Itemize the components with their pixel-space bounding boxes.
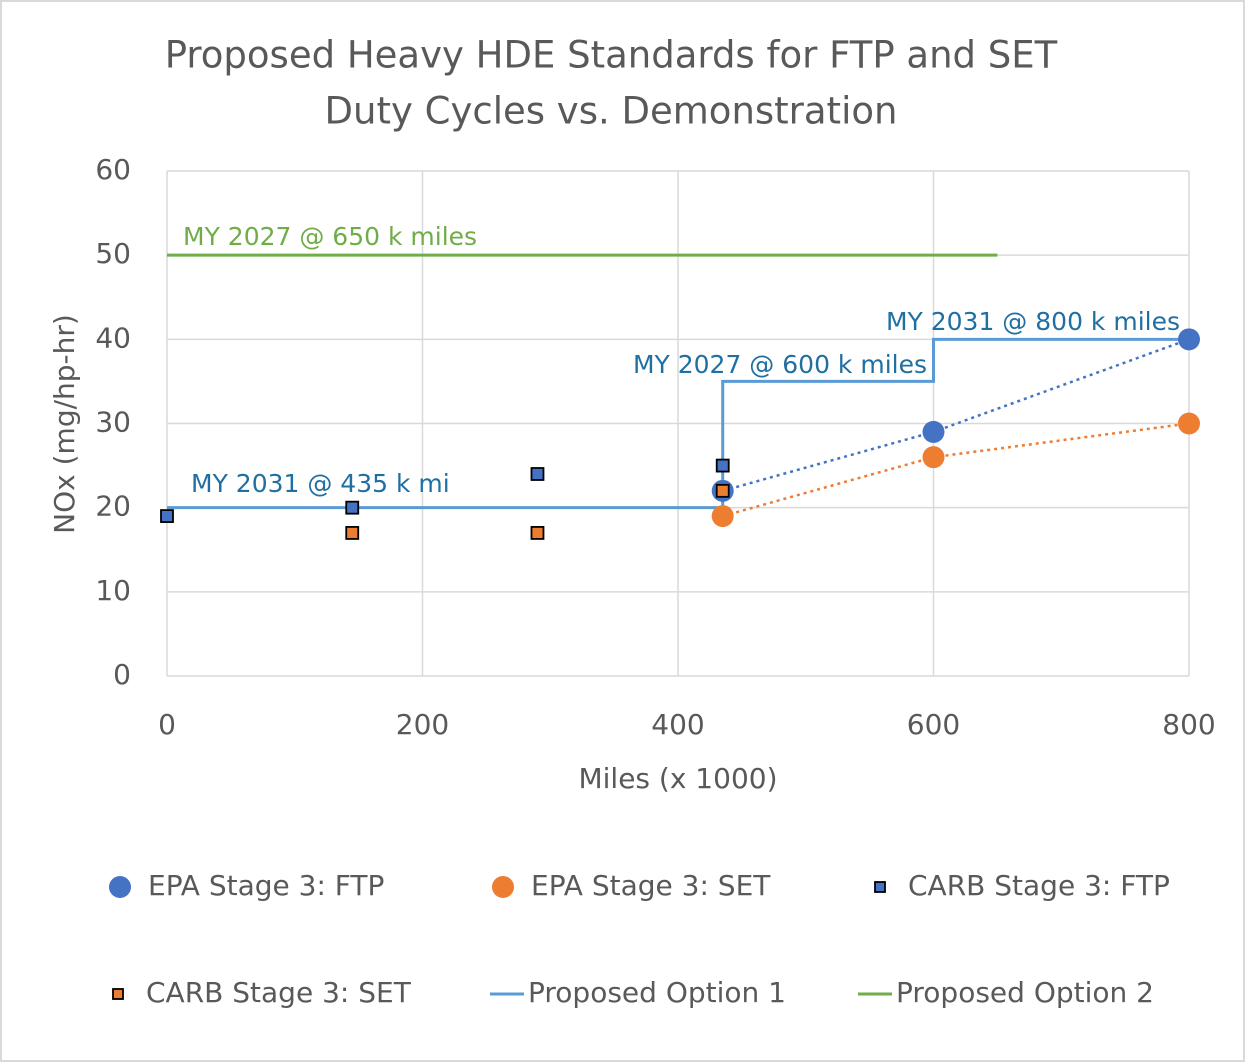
y-tick-label: 10 — [95, 574, 131, 607]
legend-label: CARB Stage 3: SET — [146, 976, 412, 1009]
line-series — [167, 337, 1189, 510]
x-axis-title: Miles (x 1000) — [578, 762, 777, 795]
chart-title: Proposed Heavy HDE Standards for FTP and… — [165, 34, 1058, 77]
legend-marker — [112, 988, 124, 1000]
legend-marker — [492, 876, 514, 898]
y-tick-label: 20 — [95, 490, 131, 523]
legend-marker — [109, 876, 131, 898]
point — [530, 526, 545, 540]
x-tick-label: 200 — [396, 708, 449, 741]
x-tick-label: 800 — [1162, 708, 1215, 741]
point — [715, 483, 730, 498]
point — [345, 526, 360, 540]
legend-label: Proposed Option 1 — [528, 976, 786, 1009]
x-tick-label: 400 — [651, 708, 704, 741]
y-axis-title: NOx (mg/hp-hr) — [48, 314, 81, 534]
legend-label: CARB Stage 3: FTP — [908, 869, 1170, 902]
y-tick-label: 40 — [95, 321, 131, 354]
legend-label: Proposed Option 2 — [896, 976, 1154, 1009]
chart-title: Duty Cycles vs. Demonstration — [325, 90, 898, 133]
y-tick-label: 50 — [95, 237, 131, 270]
annotation: MY 2027 @ 600 k miles — [633, 350, 927, 379]
y-tick-label: 30 — [95, 406, 131, 439]
legend-label: EPA Stage 3: SET — [531, 869, 771, 902]
point — [1178, 412, 1200, 435]
point — [715, 458, 730, 473]
legend-marker — [874, 881, 886, 893]
legend-label: EPA Stage 3: FTP — [148, 869, 384, 902]
point — [922, 420, 945, 443]
point — [922, 446, 945, 469]
annotation: MY 2027 @ 650 k miles — [183, 222, 477, 251]
y-tick-label: 60 — [95, 153, 131, 186]
annotation: MY 2031 @ 435 k mi — [191, 469, 450, 498]
x-tick-label: 600 — [907, 708, 960, 741]
point — [1178, 328, 1200, 351]
x-tick-label: 0 — [158, 708, 176, 741]
point — [345, 500, 360, 515]
annotation: MY 2031 @ 800 k miles — [886, 307, 1180, 336]
y-tick-label: 0 — [113, 658, 131, 691]
point — [530, 467, 545, 481]
point — [711, 505, 734, 528]
point — [160, 509, 174, 523]
